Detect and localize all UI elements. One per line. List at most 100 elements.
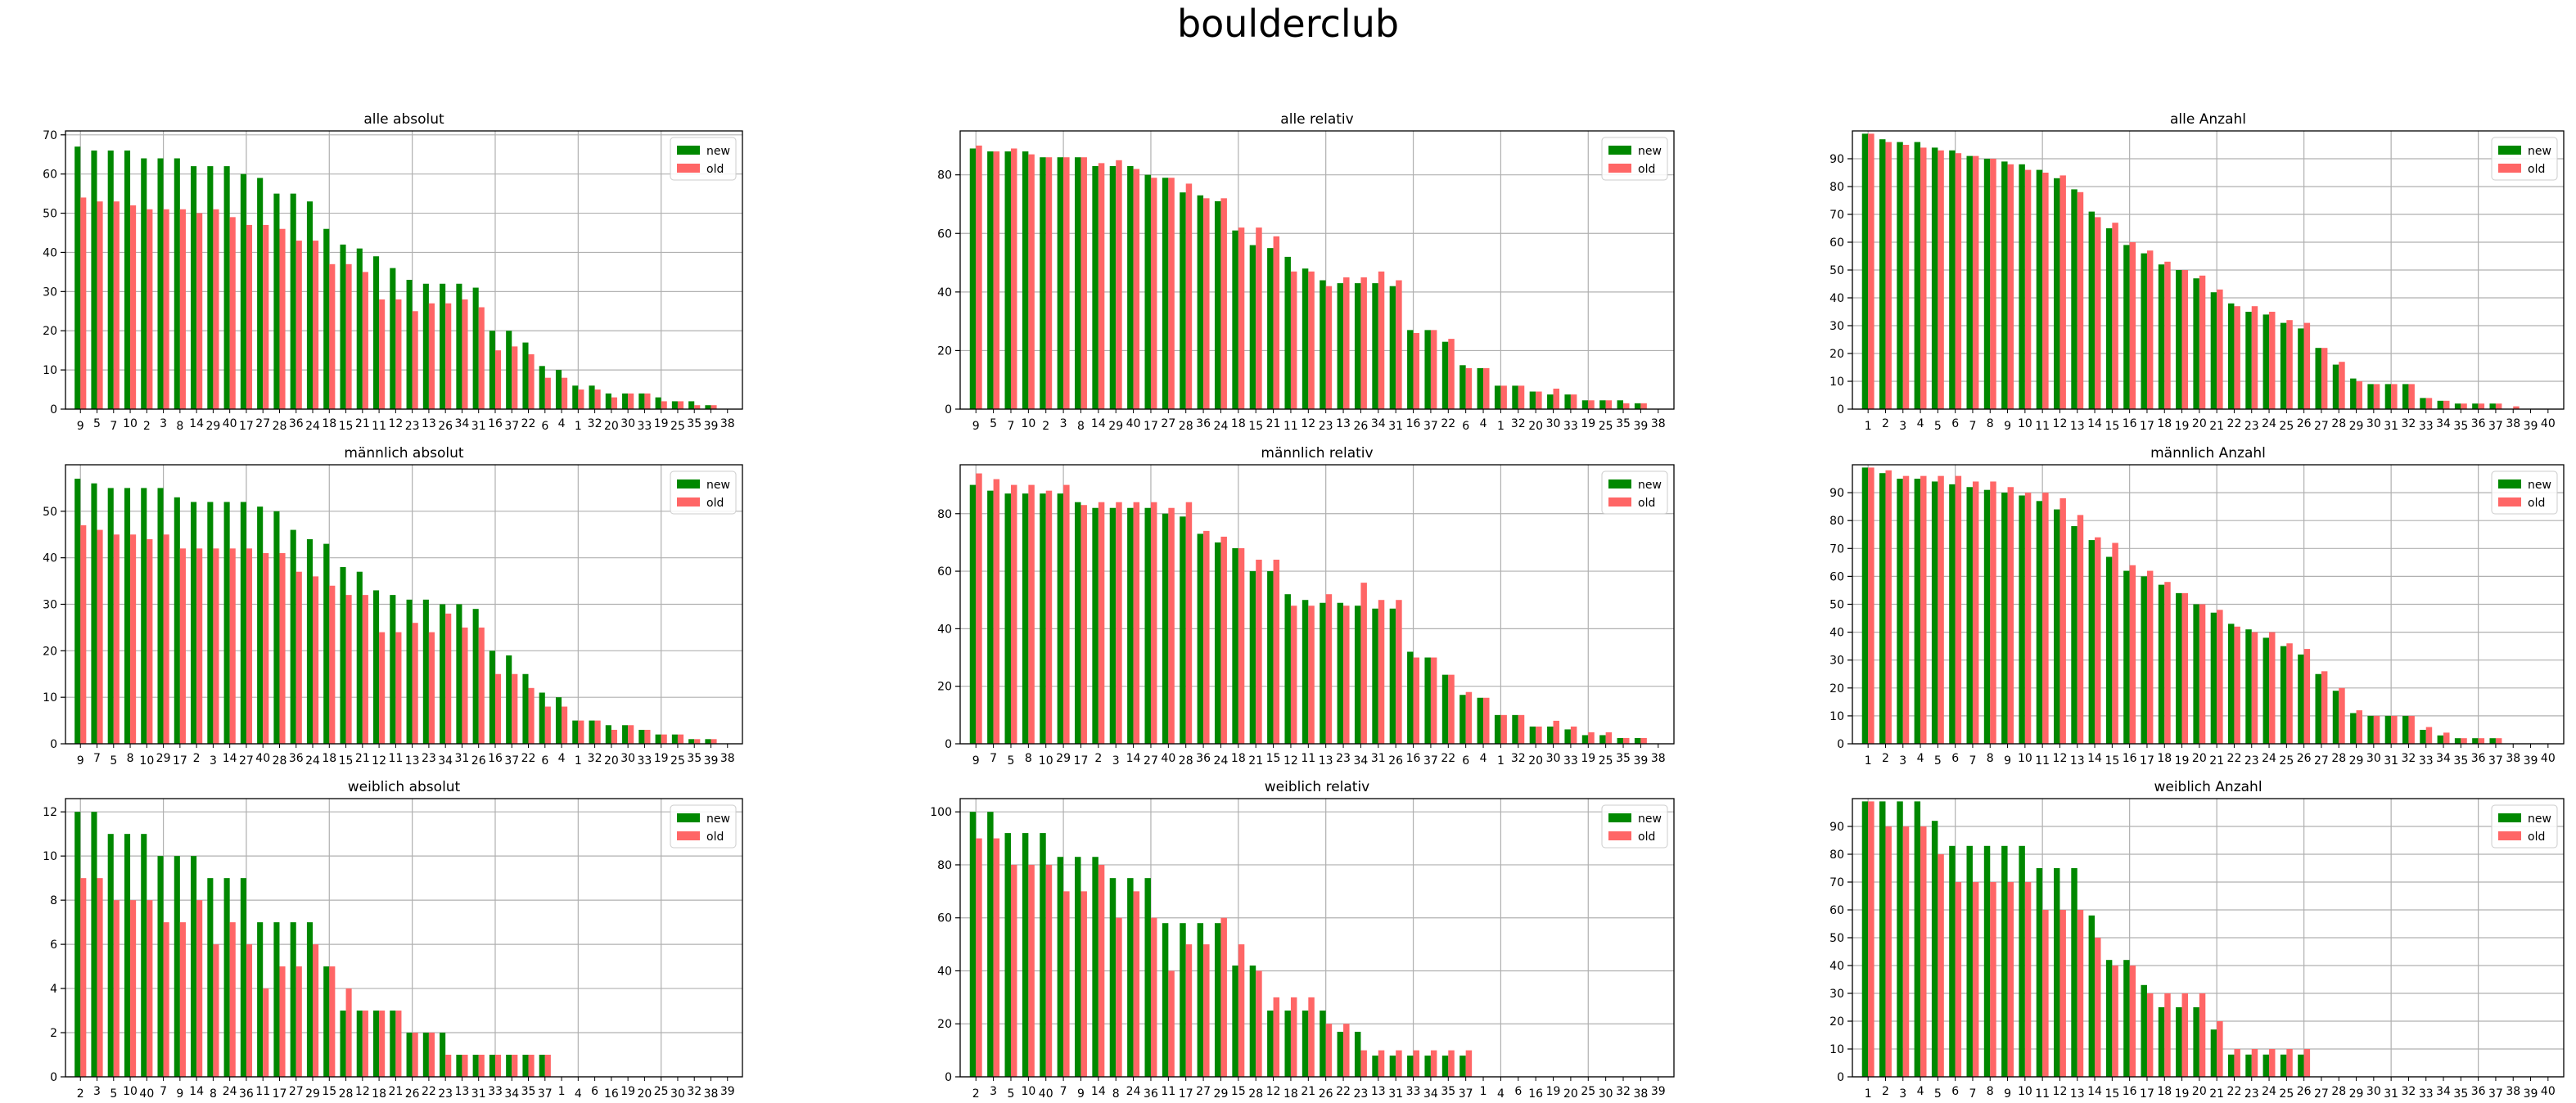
x-tick-label: 29 bbox=[2349, 754, 2364, 768]
bar-new-8 bbox=[1983, 489, 1991, 744]
x-tick-label: 34 bbox=[2436, 752, 2451, 765]
x-tick-label: 27 bbox=[239, 754, 254, 768]
legend-label-old: old bbox=[706, 163, 724, 176]
x-tick-label: 28 bbox=[2331, 417, 2346, 430]
bar-old-37 bbox=[1465, 1050, 1473, 1077]
x-tick-label: 30 bbox=[1546, 417, 1561, 430]
x-tick-label: 33 bbox=[488, 1085, 503, 1098]
bar-new-19 bbox=[2176, 1007, 2182, 1077]
bar-old-26 bbox=[2303, 1049, 2311, 1077]
x-tick-label: 22 bbox=[2227, 752, 2242, 765]
bar-old-28 bbox=[2339, 687, 2345, 744]
bar-new-37 bbox=[1424, 657, 1431, 744]
subplot-title: weiblich Anzahl bbox=[2154, 779, 2262, 795]
x-tick-label: 25 bbox=[2279, 1087, 2294, 1101]
bar-old-19 bbox=[661, 734, 667, 744]
bar-new-17 bbox=[2141, 253, 2147, 409]
x-tick-label: 19 bbox=[2175, 754, 2190, 768]
bar-new-33 bbox=[1564, 394, 1571, 409]
bar-new-12 bbox=[356, 1011, 363, 1077]
subplot-title: männlich Anzahl bbox=[2150, 445, 2266, 461]
legend-swatch-new bbox=[677, 479, 700, 488]
x-tick-label: 33 bbox=[2419, 1087, 2434, 1101]
bar-old-23 bbox=[445, 1055, 452, 1077]
bar-old-1 bbox=[578, 720, 584, 744]
plot-frame bbox=[1852, 798, 2565, 1078]
x-tick-label: 35 bbox=[1616, 417, 1631, 430]
bar-new-29 bbox=[306, 922, 314, 1077]
x-tick-label: 13 bbox=[2070, 420, 2085, 433]
bar-new-28 bbox=[2332, 691, 2339, 744]
bar-old-13 bbox=[428, 303, 435, 409]
bar-old-18 bbox=[1290, 997, 1297, 1077]
x-tick-label: 20 bbox=[637, 1087, 652, 1101]
x-tick-label: 40 bbox=[2541, 752, 2556, 765]
x-tick-label: 30 bbox=[620, 752, 635, 765]
bar-old-26 bbox=[1360, 277, 1367, 409]
x-tick-label: 40 bbox=[1039, 1087, 1053, 1101]
bar-old-2 bbox=[1098, 502, 1105, 744]
bar-new-26 bbox=[2298, 654, 2304, 744]
bar-old-21 bbox=[2217, 289, 2223, 409]
bar-old-2 bbox=[1885, 470, 1892, 744]
bar-new-15 bbox=[2105, 228, 2113, 409]
bar-new-22 bbox=[1441, 674, 1449, 744]
bar-new-31 bbox=[1372, 608, 1378, 744]
bar-new-28 bbox=[1249, 966, 1256, 1077]
bar-new-27 bbox=[1162, 178, 1169, 409]
y-tick-label: 6 bbox=[50, 939, 57, 952]
x-tick-label: 31 bbox=[2384, 420, 2398, 433]
bar-old-34 bbox=[512, 1055, 518, 1077]
bar-old-7 bbox=[163, 922, 169, 1077]
bar-new-12 bbox=[1284, 594, 1291, 744]
x-tick-label: 28 bbox=[1248, 1087, 1263, 1101]
x-tick-label: 6 bbox=[1951, 752, 1959, 765]
bar-old-21 bbox=[1256, 560, 1262, 744]
bar-new-8 bbox=[124, 488, 131, 744]
bar-old-15 bbox=[2112, 223, 2118, 409]
bar-new-15 bbox=[340, 244, 346, 409]
bar-old-18 bbox=[2164, 993, 2171, 1077]
bar-new-29 bbox=[1057, 493, 1064, 744]
bar-old-31 bbox=[2391, 384, 2398, 409]
bar-new-9 bbox=[2001, 493, 2008, 744]
bar-new-19 bbox=[2176, 592, 2182, 744]
bar-new-8 bbox=[1983, 845, 1991, 1077]
x-tick-label: 4 bbox=[1917, 1085, 1924, 1098]
bar-new-39 bbox=[705, 405, 711, 409]
bar-old-9 bbox=[2007, 487, 2014, 744]
bar-new-7 bbox=[1966, 487, 1973, 744]
bar-new-13 bbox=[2071, 526, 2077, 744]
bar-old-37 bbox=[2495, 403, 2502, 409]
bar-old-5 bbox=[113, 900, 120, 1077]
x-tick-label: 23 bbox=[405, 420, 420, 433]
x-tick-label: 6 bbox=[1462, 420, 1469, 433]
x-tick-label: 36 bbox=[2471, 417, 2486, 430]
bar-new-26 bbox=[1320, 1011, 1326, 1077]
x-tick-label: 22 bbox=[422, 1085, 436, 1098]
bar-old-2 bbox=[1885, 142, 1892, 409]
bar-new-14 bbox=[2088, 540, 2096, 744]
legend-swatch-new bbox=[2498, 146, 2521, 155]
y-tick-label: 20 bbox=[1829, 1015, 1844, 1029]
bar-old-33 bbox=[1570, 394, 1577, 409]
bar-old-3 bbox=[993, 838, 1000, 1077]
bar-new-19 bbox=[655, 397, 661, 409]
bar-new-26 bbox=[2298, 328, 2304, 409]
bar-old-17 bbox=[1185, 944, 1193, 1077]
x-tick-label: 3 bbox=[1060, 417, 1067, 430]
x-tick-label: 36 bbox=[2471, 752, 2486, 765]
x-tick-label: 12 bbox=[2053, 417, 2068, 430]
bar-old-26 bbox=[2303, 322, 2311, 409]
bar-new-3 bbox=[157, 158, 164, 410]
bar-old-3 bbox=[1902, 475, 1910, 744]
x-tick-label: 10 bbox=[139, 754, 154, 768]
bar-old-39 bbox=[1640, 737, 1647, 744]
x-tick-label: 9 bbox=[2004, 1087, 2011, 1101]
bar-old-14 bbox=[196, 900, 203, 1077]
bar-old-24 bbox=[1220, 536, 1227, 744]
bar-old-6 bbox=[1955, 475, 1962, 744]
bar-old-33 bbox=[2425, 398, 2433, 409]
x-tick-label: 25 bbox=[654, 1085, 669, 1098]
x-tick-label: 3 bbox=[1899, 420, 1906, 433]
